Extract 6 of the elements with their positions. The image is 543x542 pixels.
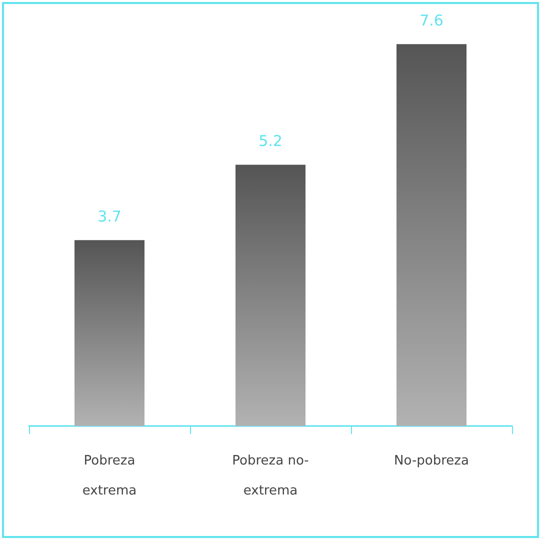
x-tick-label: Pobreza extrema (82, 454, 137, 498)
data-label: 5.2 (258, 132, 282, 150)
x-tick-label: Pobreza no-extrema (232, 454, 310, 498)
data-label: 7.6 (420, 12, 444, 30)
data-label: 3.7 (98, 208, 122, 226)
x-tick-label: No-pobreza (394, 454, 469, 468)
